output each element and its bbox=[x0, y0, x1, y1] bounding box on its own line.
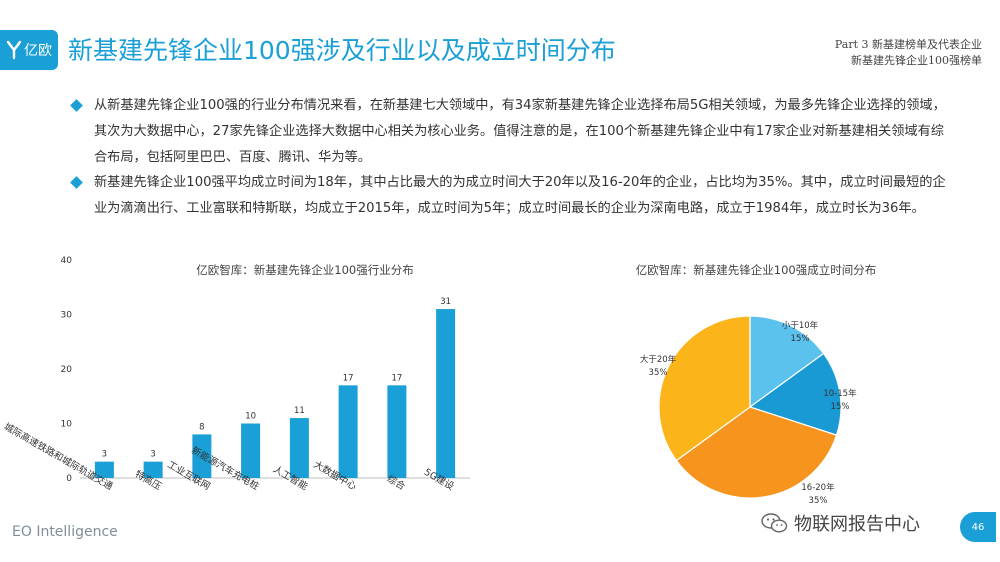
y-tick-label: 30 bbox=[61, 311, 73, 321]
bullet-text: 从新基建先锋企业100强的行业分布情况来看，在新基建七大领域中，有34家新基建先… bbox=[94, 98, 946, 165]
diamond-bullet-icon bbox=[70, 99, 83, 112]
bar-chart-title: 亿欧智库：新基建先锋企业100强行业分布 bbox=[196, 263, 413, 277]
bar bbox=[338, 385, 358, 478]
logo: 亿欧 bbox=[0, 30, 58, 70]
bar-value-label: 31 bbox=[440, 297, 451, 307]
pie-slice-percent: 35% bbox=[809, 496, 828, 506]
pie-chart-title: 亿欧智库：新基建先锋企业100强成立时间分布 bbox=[636, 263, 876, 277]
category-label: 城际高速铁路和城际轨道交通 bbox=[2, 420, 115, 492]
page-number: 46 bbox=[960, 512, 996, 542]
bar-value-label: 17 bbox=[391, 373, 402, 383]
footer-brand: EO Intelligence bbox=[12, 524, 118, 540]
page-title: 新基建先锋企业100强涉及行业以及成立时间分布 bbox=[68, 36, 616, 65]
bar-value-label: 8 bbox=[199, 422, 204, 432]
pie-slice bbox=[749, 315, 825, 409]
section-label: Part 3 新基建榜单及代表企业 新基建先锋企业100强榜单 bbox=[835, 37, 982, 69]
bar bbox=[387, 385, 407, 478]
diamond-bullet-icon bbox=[70, 176, 83, 190]
pie-slice-label: 小于10年 bbox=[782, 320, 819, 331]
y-tick-label: 40 bbox=[61, 256, 73, 266]
bar bbox=[436, 309, 456, 478]
pie-slice-percent: 35% bbox=[649, 368, 668, 378]
bullet-text: 新基建先锋企业100强平均成立时间为18年，其中占比最大的为成立时间大于20年以… bbox=[94, 175, 946, 217]
pie-slice-label: 10-15年 bbox=[823, 388, 857, 399]
bar-value-label: 3 bbox=[150, 450, 155, 460]
y-tick-label: 20 bbox=[61, 365, 73, 375]
section-label-line1: Part 3 新基建榜单及代表企业 bbox=[834, 38, 982, 51]
section-label-line2: 新基建先锋企业100强榜单 bbox=[851, 54, 982, 67]
pie-slice-label: 大于20年 bbox=[640, 354, 677, 365]
bar bbox=[94, 461, 114, 478]
bullet-list: 从新基建先锋企业100强的行业分布情况来看，在新基建七大领域中，有34家新基建先… bbox=[70, 93, 952, 222]
pie-slice-percent: 15% bbox=[831, 402, 850, 412]
watermark-text: 物联网报告中心 bbox=[794, 514, 920, 535]
y-tick-label: 10 bbox=[61, 420, 73, 430]
pie-slice-percent: 15% bbox=[791, 334, 810, 344]
bullet-item: 从新基建先锋企业100强的行业分布情况来看，在新基建七大领域中，有34家新基建先… bbox=[70, 93, 952, 170]
bar bbox=[289, 418, 309, 478]
bar bbox=[143, 461, 163, 478]
pie-slice bbox=[748, 352, 842, 436]
logo-y-icon bbox=[6, 40, 22, 60]
wechat-icon bbox=[761, 513, 788, 533]
bar-value-label: 11 bbox=[294, 406, 305, 416]
industry-bar-chart: 亿欧智库：新基建先锋企业100强行业分布 0 10 20 30 40 3 3 8 10 11 17… bbox=[2, 256, 470, 493]
bullet-item: 新基建先锋企业100强平均成立时间为18年，其中占比最大的为成立时间大于20年以… bbox=[70, 170, 952, 222]
pie-slice-label: 16-20年 bbox=[801, 482, 835, 493]
watermark: 物联网报告中心 bbox=[760, 510, 920, 536]
bar bbox=[192, 434, 212, 478]
pie-slice bbox=[675, 406, 838, 499]
bar-value-label: 10 bbox=[245, 412, 256, 422]
bar-value-label: 17 bbox=[343, 373, 354, 383]
founding-time-pie-chart: 亿欧智库：新基建先锋企业100强成立时间分布 小于10年 15% 10-15年 15%… bbox=[636, 263, 876, 506]
pie-slice bbox=[658, 315, 751, 462]
y-tick-label: 0 bbox=[66, 474, 72, 484]
logo-text: 亿欧 bbox=[24, 43, 52, 59]
bar bbox=[241, 423, 261, 478]
bar-value-label: 3 bbox=[102, 450, 107, 460]
